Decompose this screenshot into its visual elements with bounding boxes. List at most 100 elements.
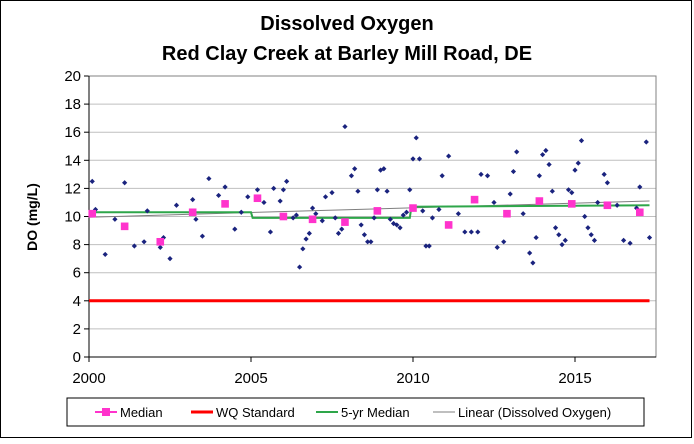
median-point (341, 218, 349, 226)
do-data-point (358, 222, 364, 228)
do-data-point (426, 243, 432, 249)
do-data-point (313, 211, 319, 217)
y-tick-label: 10 (64, 209, 81, 226)
do-data-point (556, 232, 562, 238)
do-data-point (238, 209, 244, 215)
do-data-point (144, 208, 150, 214)
do-data-point (167, 256, 173, 262)
do-data-point (199, 233, 205, 239)
do-data-point (540, 152, 546, 158)
do-data-point (173, 202, 180, 208)
do-data-point (413, 135, 419, 141)
do-data-point (439, 173, 445, 179)
do-data-point (271, 185, 277, 191)
median-point (503, 209, 511, 218)
do-data-point (319, 218, 325, 224)
do-data-point (387, 216, 393, 222)
do-data-point (475, 229, 481, 235)
series-layer (88, 123, 653, 303)
do-data-point (190, 197, 196, 203)
do-data-point (261, 199, 267, 206)
do-data-point (339, 226, 345, 232)
median-point (188, 208, 197, 217)
chart-subtitle: Red Clay Creek at Barley Mill Road, DE (162, 43, 532, 65)
y-tick-label: 2 (73, 321, 81, 338)
do-data-point (277, 198, 283, 204)
do-data-point (102, 251, 108, 258)
median-point (409, 204, 417, 212)
do-data-point (361, 232, 367, 238)
legend: Median WQ Standard 5-yr Median Linear (Diss… (66, 397, 645, 427)
do-data-point (446, 153, 452, 159)
y-tick-label: 20 (64, 68, 81, 85)
do-data-point (293, 212, 299, 218)
do-data-point (569, 190, 575, 196)
do-data-point (478, 171, 484, 177)
do-data-point (342, 123, 348, 130)
do-data-point (403, 209, 410, 215)
do-data-point (245, 194, 251, 200)
do-data-point (300, 246, 306, 252)
median-point (567, 200, 576, 208)
do-data-point (491, 199, 497, 206)
do-data-point (335, 230, 342, 236)
median-point (373, 207, 382, 215)
y-tick-label: 16 (64, 124, 81, 141)
do-data-point (371, 215, 377, 221)
do-data-point (368, 239, 374, 245)
do-data-point (549, 188, 555, 194)
do-data-point (222, 184, 228, 190)
series-line-linear-dissolved-oxygen (88, 200, 650, 218)
do-data-point (309, 205, 316, 211)
do-data-point (378, 167, 384, 173)
median-point (470, 195, 479, 204)
do-data-point (193, 216, 199, 222)
do-data-point (306, 230, 312, 236)
do-data-point (131, 243, 137, 249)
legend-box (66, 397, 645, 427)
median-point (535, 197, 544, 205)
do-data-point (280, 187, 286, 193)
do-data-point (332, 215, 338, 221)
y-tick-label: 8 (73, 237, 81, 254)
do-data-point (157, 244, 163, 251)
do-data-point (514, 149, 520, 155)
legend-label: Linear (Dissolved Oxygen) (458, 405, 611, 420)
do-data-point (591, 237, 598, 243)
median-point (253, 194, 262, 203)
do-data-point (267, 229, 274, 235)
do-data-point (284, 178, 290, 184)
do-data-point (420, 208, 426, 214)
do-data-point (216, 192, 222, 199)
do-data-point (254, 187, 261, 193)
do-data-point (578, 138, 585, 144)
do-data-point (455, 211, 461, 217)
do-data-point (348, 173, 355, 179)
do-data-point (601, 171, 607, 177)
do-data-point (423, 243, 429, 249)
y-tick-label: 6 (73, 265, 81, 282)
y-tick-label: 4 (73, 293, 81, 310)
do-data-point (394, 222, 400, 228)
do-data-point (536, 173, 542, 179)
x-tick-label: 2005 (234, 370, 267, 387)
do-data-point (627, 240, 633, 246)
legend-swatch-square (102, 408, 110, 416)
do-data-point (520, 211, 526, 217)
do-data-point (552, 225, 559, 231)
do-data-point (141, 239, 147, 245)
do-data-point (381, 166, 387, 172)
x-tick-label: 2010 (396, 370, 429, 387)
median-point (444, 221, 453, 229)
do-data-point (303, 236, 309, 242)
do-data-point (322, 194, 329, 200)
do-data-point (468, 229, 474, 235)
do-data-point (410, 156, 416, 162)
do-data-point (543, 147, 549, 154)
do-data-point (484, 173, 491, 179)
do-data-point (112, 216, 118, 222)
do-data-point (646, 234, 653, 241)
y-tick-label: 14 (64, 152, 81, 169)
do-data-point (122, 180, 128, 186)
do-data-point (494, 244, 500, 251)
